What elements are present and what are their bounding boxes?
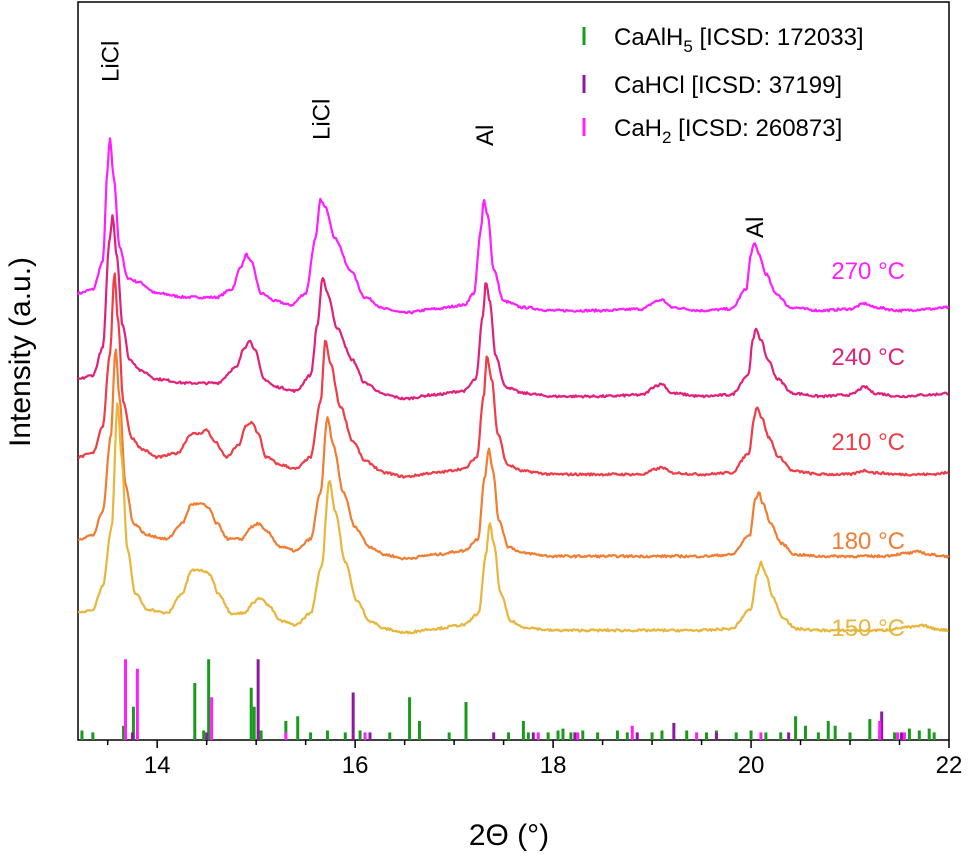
series-line (77, 402, 949, 635)
legend-entry: CaHCl [ICSD: 37199] (582, 72, 842, 99)
x-axis-title: 2Θ (°) (469, 819, 549, 852)
peak-label: LiCl (309, 99, 336, 140)
series-label: 270 °C (831, 258, 905, 285)
x-tick-label: 20 (738, 752, 765, 779)
series-line (77, 272, 950, 479)
series-line (77, 348, 950, 561)
series-line (77, 214, 949, 401)
x-tick-label: 18 (540, 752, 567, 779)
peak-label: Al (472, 125, 499, 146)
series-label: 210 °C (831, 429, 905, 456)
legend-entry: CaAlH5 [ICSD: 172033] (582, 24, 864, 56)
series-labels: 270 °C 240 °C 210 °C 180 °C 150 °C (831, 258, 905, 642)
legend-label: CaAlH5 [ICSD: 172033] (614, 24, 864, 56)
legend: CaAlH5 [ICSD: 172033] CaHCl [ICSD: 37199]… (582, 24, 864, 147)
peak-label: Al (742, 217, 769, 238)
legend-label: CaHCl [ICSD: 37199] (614, 72, 842, 99)
x-tick-label: 14 (144, 752, 171, 779)
reference-sticks (80, 659, 936, 740)
plot-area (77, 1, 950, 741)
x-tick-label: 16 (342, 752, 369, 779)
diffraction-patterns (77, 137, 950, 635)
series-label: 180 °C (831, 528, 905, 555)
x-axis: 14 16 18 20 22 (106, 740, 963, 779)
x-tick-label: 22 (936, 752, 963, 779)
peak-label: LiCl (98, 41, 125, 82)
series-line (77, 137, 950, 315)
series-label: 240 °C (831, 344, 905, 371)
plot-border (77, 1, 950, 741)
series-label: 150 °C (831, 615, 905, 642)
peak-labels: LiCl LiCl Al Al (98, 41, 769, 238)
legend-label: CaH2 [ICSD: 260873] (614, 115, 842, 147)
y-axis-title: Intensity (a.u.) (4, 257, 37, 447)
legend-entry: CaH2 [ICSD: 260873] (582, 115, 842, 147)
